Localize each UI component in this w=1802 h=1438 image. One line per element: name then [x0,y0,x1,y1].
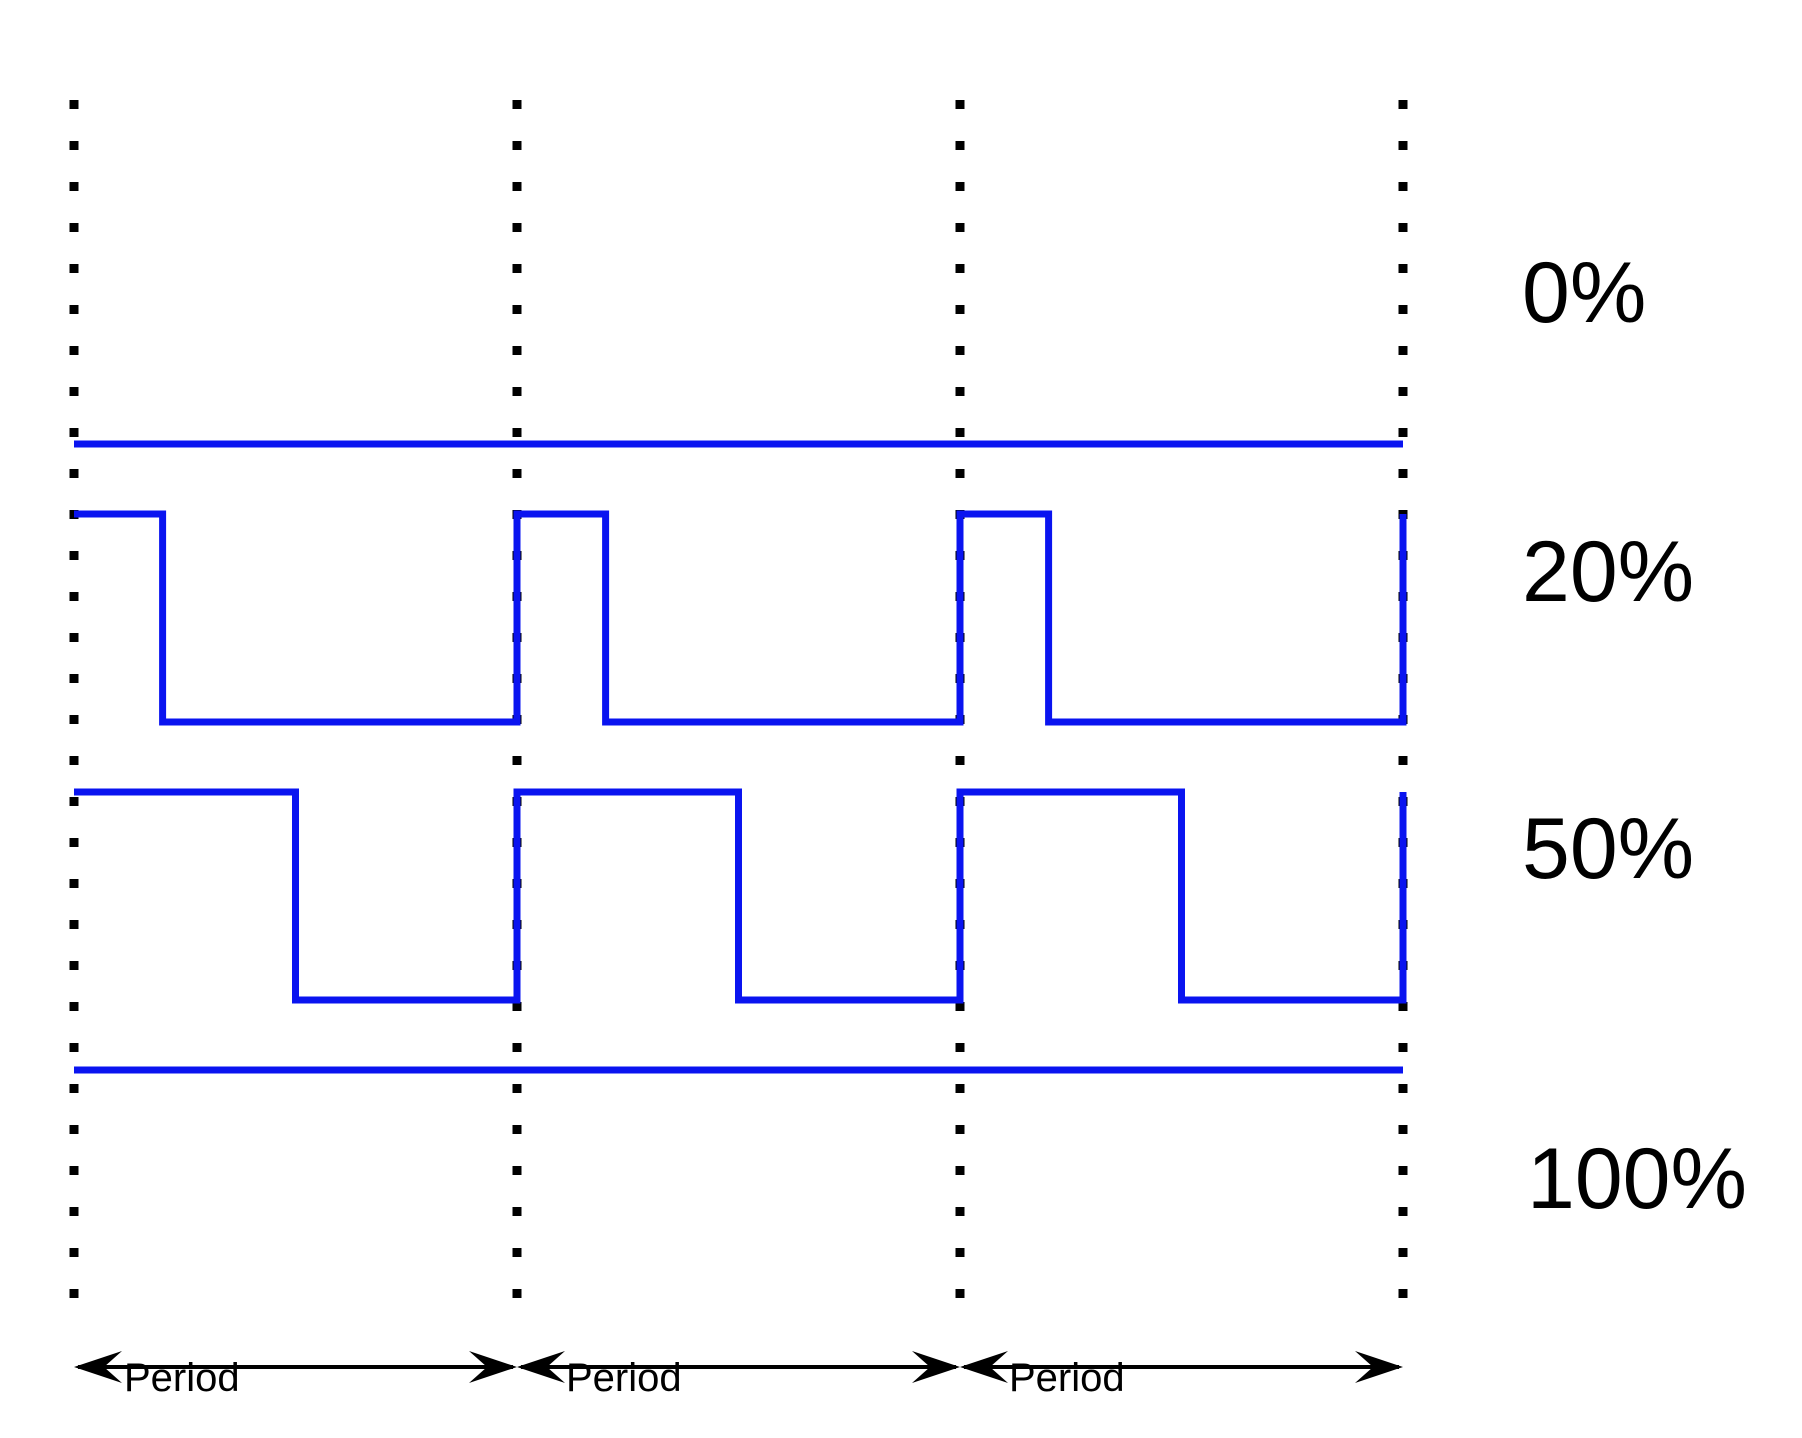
arrowhead-right-icon [1355,1351,1403,1383]
arrowhead-right-icon [912,1351,960,1383]
duty-cycle-labels: 0% 20% 50% 100% [1522,245,1747,1227]
duty-label-50: 50% [1522,801,1694,897]
waveform-20-percent [74,510,1407,726]
waveforms [74,440,1407,1074]
period-label-1: Period [124,1356,240,1400]
duty-label-20: 20% [1522,524,1694,620]
waveform-50-percent [74,788,1407,1004]
period-arrow-2 [517,1351,960,1383]
period-label-3: Period [1009,1356,1125,1400]
period-label-2: Period [566,1356,682,1400]
period-arrow-3 [960,1351,1403,1383]
arrowhead-left-icon [960,1351,1008,1383]
arrowhead-left-icon [517,1351,565,1383]
arrowhead-right-icon [469,1351,517,1383]
period-arrows [74,1351,1403,1383]
period-boundary-lines [69,100,1408,1320]
arrowhead-left-icon [74,1351,122,1383]
duty-label-100: 100% [1527,1131,1747,1227]
duty-label-0: 0% [1522,245,1646,341]
period-labels: Period Period Period [124,1356,1125,1400]
period-arrow-1 [74,1351,517,1383]
